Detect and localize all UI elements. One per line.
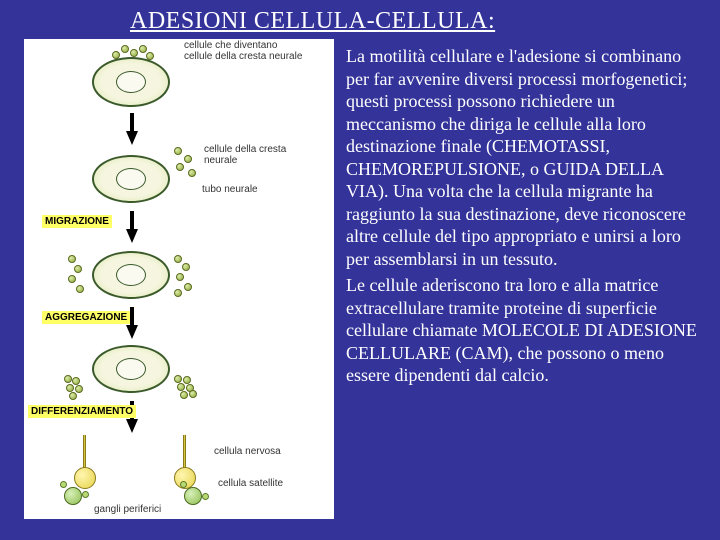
satellite-2 <box>82 491 89 498</box>
arrow-2 <box>126 229 138 243</box>
satellite-3 <box>180 481 187 488</box>
neural-tube-2 <box>92 155 170 203</box>
label-tube: tubo neurale <box>202 185 262 196</box>
arrow-1 <box>126 131 138 145</box>
paragraph-1: La motilità cellulare e l'adesione si co… <box>346 45 698 270</box>
diagram-panel: cellule che diventano cellule della cres… <box>24 39 334 519</box>
body-text: La motilità cellulare e l'adesione si co… <box>346 39 704 519</box>
paragraph-2: Le cellule aderiscono tra loro e alla ma… <box>346 274 698 387</box>
content-row: cellule che diventano cellule della cres… <box>0 39 720 519</box>
arrow-4 <box>126 419 138 433</box>
label-nerve-cell: cellula nervosa <box>214 447 294 458</box>
ganglion-left <box>64 487 82 505</box>
satellite-1 <box>60 481 67 488</box>
ganglion-right <box>184 487 202 505</box>
label-satellite: cellula satellite <box>218 479 298 490</box>
neural-tube-4 <box>92 345 170 393</box>
neural-tube-1 <box>92 57 170 107</box>
stage-aggregation: AGGREGAZIONE <box>42 311 130 324</box>
stage-differentiation: DIFFERENZIAMENTO <box>28 405 136 418</box>
label-crest-cells: cellule della cresta neurale <box>204 145 304 166</box>
satellite-4 <box>202 493 209 500</box>
arrow-3 <box>126 325 138 339</box>
page-title: ADESIONI CELLULA-CELLULA: <box>0 0 720 39</box>
stage-migration: MIGRAZIONE <box>42 215 112 228</box>
label-precursors: cellule che diventano cellule della cres… <box>184 41 304 62</box>
neural-tube-3 <box>92 251 170 299</box>
label-ganglia: gangli periferici <box>94 505 184 516</box>
